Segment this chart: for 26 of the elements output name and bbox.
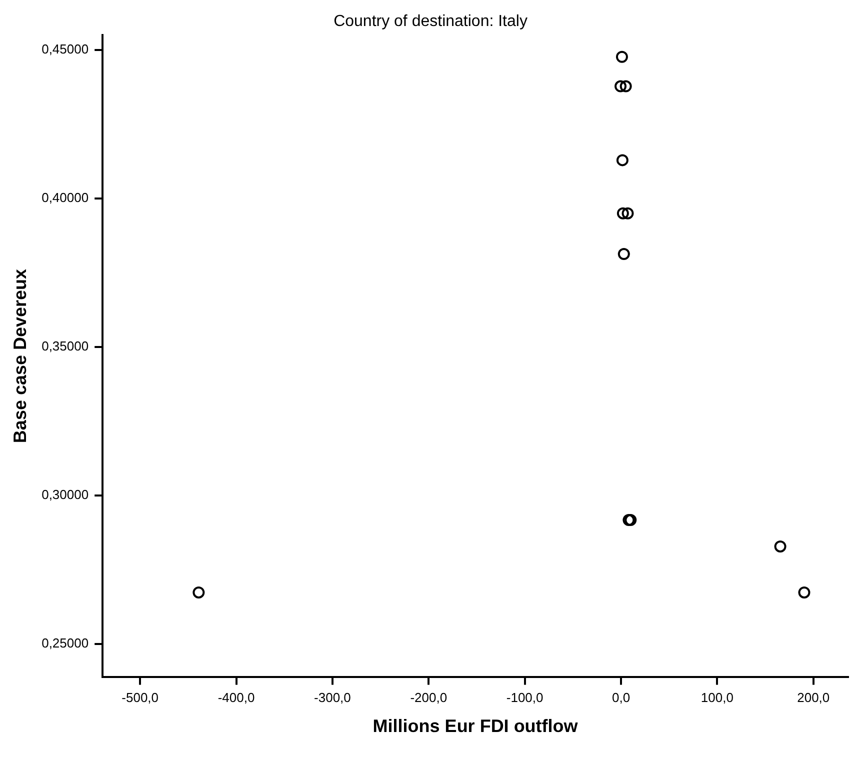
point [798,586,810,598]
x-axis-title: Millions Eur FDI outflow [372,716,579,736]
point [618,248,630,260]
x-tick-label: -400,0 [218,690,255,706]
y-axis-title: Base case Devereux [10,268,30,444]
y-tick-label: 0,30000 [42,486,89,502]
point [192,586,205,598]
point [620,80,632,92]
x-tick-label: -300,0 [314,690,351,706]
point [616,50,628,63]
x-tick-label: -200,0 [410,690,448,706]
point [616,154,628,166]
chart-title: Country of destination: Italy [334,13,528,30]
y-tick-label: 0,40000 [42,190,89,206]
x-tick-label: 100,0 [700,690,734,706]
x-tick-label: 0,0 [612,690,630,706]
point [616,207,629,220]
x-tick-label: 200,0 [797,690,830,706]
y-tick-label: 0,45000 [42,42,89,57]
point [614,80,627,92]
x-tick-label: -500,0 [122,690,159,706]
point [774,540,786,552]
y-tick-label: 0,35000 [42,338,89,354]
x-tick-label: -100,0 [506,690,544,706]
point [622,207,634,220]
y-tick-label: 0,25000 [42,635,89,650]
